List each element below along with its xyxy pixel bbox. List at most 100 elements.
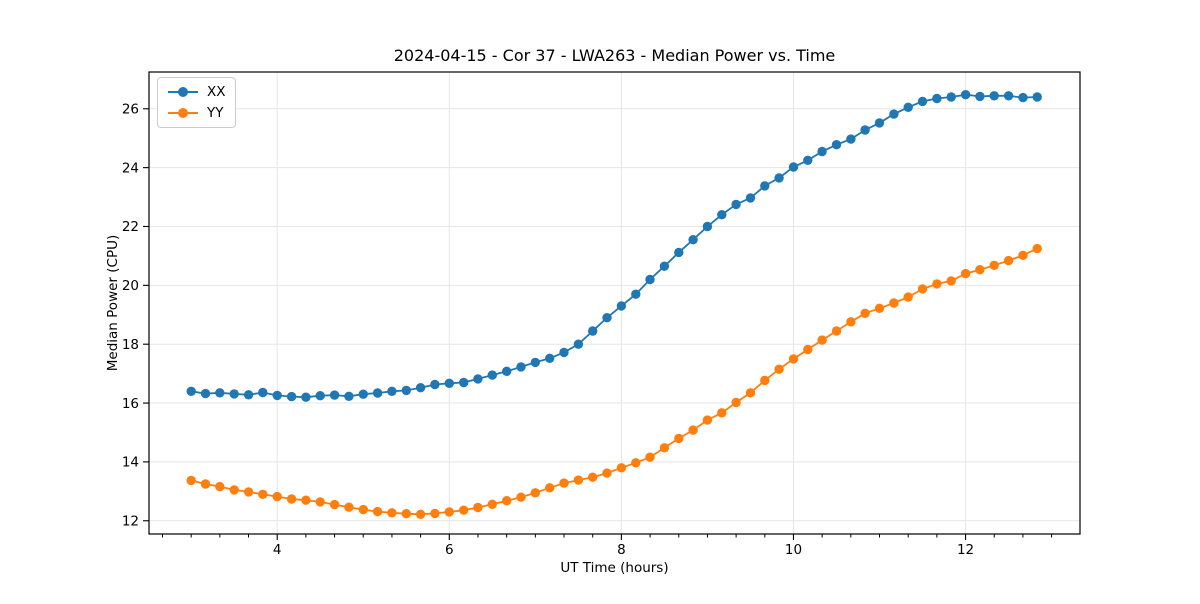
data-point-xx (559, 347, 569, 358)
data-point-xx (817, 146, 827, 157)
series-xx-markers (186, 90, 1042, 402)
data-point-xx (602, 313, 612, 323)
data-point-xx (516, 362, 526, 372)
data-point-yy (372, 506, 383, 517)
series-yy-line (190, 247, 1038, 516)
data-point-yy (602, 468, 612, 478)
plot-area-frame (148, 71, 1081, 535)
data-point-xx (903, 102, 913, 113)
data-point-xx (702, 221, 713, 232)
data-point-yy (846, 317, 856, 327)
y-tick-label: 20 (122, 278, 139, 294)
data-point-yy (803, 344, 813, 355)
data-point-xx (788, 162, 799, 172)
data-point-xx (258, 387, 268, 398)
data-point-yy (272, 491, 282, 502)
x-tick-label: 4 (273, 542, 282, 558)
data-point-yy (874, 303, 885, 313)
data-point-xx (272, 390, 282, 401)
data-point-yy (817, 335, 827, 345)
data-point-xx (932, 93, 942, 104)
data-point-xx (975, 91, 985, 102)
data-point-xx (731, 199, 741, 210)
data-point-yy (545, 483, 555, 493)
data-point-xx (329, 390, 340, 400)
data-point-yy (645, 452, 655, 462)
data-point-yy (229, 485, 239, 495)
data-point-xx (631, 289, 641, 299)
data-point-xx (860, 125, 870, 135)
data-point-yy (473, 502, 483, 513)
data-point-yy (186, 475, 196, 486)
data-point-yy (401, 509, 411, 519)
data-point-xx (1018, 92, 1028, 103)
data-point-yy (631, 458, 641, 468)
data-point-xx (344, 391, 354, 401)
data-point-yy (616, 463, 627, 473)
data-point-xx (645, 274, 655, 285)
data-point-yy (960, 268, 971, 279)
data-point-yy (788, 354, 799, 364)
data-point-yy (444, 507, 454, 517)
data-point-xx (387, 386, 397, 396)
data-point-yy (917, 284, 928, 294)
data-point-yy (516, 492, 526, 502)
data-point-yy (459, 505, 469, 515)
data-point-xx (889, 109, 899, 119)
data-point-xx (372, 388, 383, 398)
series-xx-line (191, 93, 1038, 399)
x-tick-label: 8 (617, 542, 626, 558)
data-point-xx (917, 96, 928, 107)
data-point-xx (831, 140, 842, 150)
data-point-yy (243, 487, 254, 497)
data-point-xx (530, 357, 540, 368)
data-point-yy (745, 388, 756, 398)
data-point-xx (803, 155, 813, 165)
data-point-yy (688, 425, 698, 435)
data-point-yy (1032, 243, 1042, 254)
x-tick-label: 6 (445, 542, 454, 558)
data-point-yy (559, 478, 569, 488)
data-point-xx (688, 235, 698, 245)
series-yy-markers (186, 243, 1042, 519)
data-point-yy (774, 364, 784, 374)
data-point-yy (258, 489, 268, 499)
data-point-yy (659, 443, 670, 453)
data-point-yy (932, 279, 942, 289)
data-point-xx (215, 388, 225, 398)
data-point-yy (702, 415, 713, 425)
y-tick-label: 18 (122, 337, 139, 353)
data-point-yy (286, 494, 297, 504)
legend-item-yy: YY (167, 104, 226, 122)
y-tick-label: 24 (122, 160, 139, 176)
legend-swatch-xx-icon (168, 87, 198, 97)
data-point-xx (846, 134, 856, 144)
data-point-xx (186, 386, 196, 396)
data-point-xx (659, 261, 670, 271)
data-point-yy (946, 276, 956, 286)
data-point-yy (731, 397, 741, 408)
data-point-yy (760, 375, 770, 386)
data-point-yy (215, 481, 225, 492)
data-point-yy (200, 479, 211, 489)
data-point-xx (760, 181, 770, 191)
data-point-xx (960, 90, 971, 100)
data-point-xx (774, 173, 784, 183)
legend-label-yy: YY (207, 105, 224, 121)
data-point-xx (444, 378, 454, 388)
legend-marker-yy-icon (178, 108, 188, 118)
data-point-yy (860, 308, 870, 318)
data-point-yy (502, 496, 512, 506)
data-point-xx (745, 193, 756, 203)
data-point-xx (243, 390, 254, 400)
data-point-yy (903, 292, 913, 302)
data-point-xx (315, 391, 325, 401)
data-point-xx (588, 326, 598, 336)
data-point-xx (874, 118, 885, 128)
data-point-xx (1003, 91, 1014, 101)
data-point-yy (975, 265, 985, 275)
x-tick-label: 12 (957, 542, 974, 558)
y-tick-label: 22 (122, 219, 139, 235)
data-point-xx (502, 366, 512, 376)
